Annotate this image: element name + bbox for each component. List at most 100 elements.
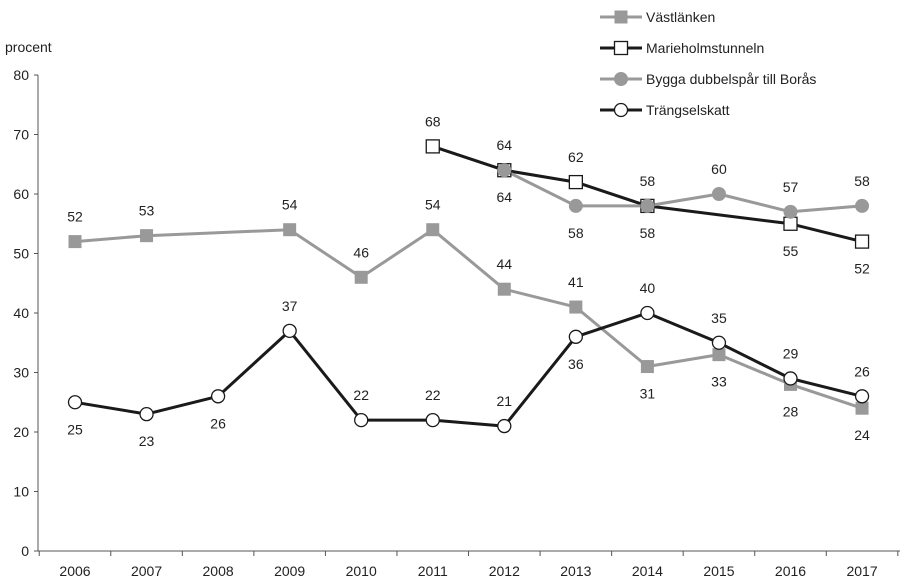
- series-line-bygga-dubbelspår-till-borås: [503, 168, 863, 214]
- y-tick-label: 30: [13, 365, 29, 381]
- x-tick-label: 2017: [846, 563, 877, 579]
- data-label-västlänken: 52: [67, 209, 83, 225]
- data-label-västlänken: 46: [353, 244, 369, 260]
- series-line-västlänken: [74, 228, 863, 410]
- data-point-trängselskatt: [210, 389, 226, 404]
- data-point-trängselskatt: [139, 406, 154, 422]
- data-label-trängselskatt: 36: [568, 356, 584, 372]
- legend-marker: [614, 10, 628, 24]
- data-labels: 52 53 54 46 54 44 41 31 33 28 24 68 64 62 58 55 52 64 58 58…: [67, 113, 870, 449]
- data-label-bygga-dubbelspår-till-borås: 57: [783, 179, 799, 195]
- x-tick-label: 2007: [131, 563, 162, 579]
- data-point-bygga-dubbelspår-till-borås: [568, 198, 583, 213]
- data-label-trängselskatt: 21: [497, 393, 513, 409]
- data-label-trängselskatt: 25: [67, 421, 83, 437]
- data-point-trängselskatt: [783, 371, 798, 386]
- data-label-västlänken: 54: [425, 197, 441, 213]
- legend-marker: [614, 72, 628, 86]
- data-point-trängselskatt: [640, 305, 655, 321]
- x-tick-label: 2010: [346, 563, 377, 579]
- legend: Västlänken Marieholmstunneln Bygga dubbels…: [600, 9, 816, 118]
- legend-marker: [613, 102, 629, 118]
- data-label-bygga-dubbelspår-till-borås: 58: [568, 225, 584, 241]
- data-label-trängselskatt: 22: [353, 387, 369, 403]
- data-label-västlänken: 33: [711, 374, 727, 390]
- data-label-marieholmstunneln: 68: [425, 113, 441, 129]
- data-label-västlänken: 41: [568, 274, 584, 290]
- x-tick-label: 2008: [203, 563, 234, 579]
- data-label-bygga-dubbelspår-till-borås: 64: [497, 189, 513, 205]
- data-point-bygga-dubbelspår-till-borås: [711, 187, 726, 201]
- x-tick-label: 2012: [489, 563, 520, 579]
- data-point-västlänken: [855, 401, 869, 415]
- y-tick-label: 10: [13, 484, 29, 500]
- data-label-trängselskatt: 40: [640, 280, 656, 296]
- x-tick-label: 2006: [59, 563, 90, 579]
- series-layer: [67, 139, 870, 434]
- data-point-västlänken: [712, 348, 726, 362]
- data-label-västlänken: 28: [783, 403, 799, 419]
- y-tick-label: 40: [13, 305, 29, 321]
- y-tick-label: 50: [13, 246, 29, 262]
- data-point-bygga-dubbelspår-till-borås: [497, 163, 512, 178]
- y-tick-label: 60: [13, 186, 29, 202]
- data-label-västlänken: 31: [640, 386, 656, 402]
- data-point-västlänken: [497, 282, 511, 296]
- data-label-marieholmstunneln: 62: [568, 149, 584, 165]
- x-tick-label: 2014: [632, 563, 663, 579]
- data-point-västlänken: [569, 300, 583, 314]
- data-point-trängselskatt: [282, 323, 297, 339]
- data-label-bygga-dubbelspår-till-borås: 58: [854, 173, 870, 189]
- data-point-trängselskatt: [568, 329, 583, 344]
- data-point-trängselskatt: [854, 389, 870, 404]
- data-point-marieholmstunneln: [783, 216, 798, 231]
- data-label-trängselskatt: 26: [210, 415, 226, 431]
- x-tick-label: 2009: [274, 563, 305, 579]
- data-point-västlänken: [140, 229, 154, 243]
- x-tick-label: 2013: [560, 563, 591, 579]
- y-tick-label: 80: [13, 67, 29, 83]
- data-label-trängselskatt: 35: [711, 310, 727, 326]
- data-point-västlänken: [640, 360, 654, 374]
- data-point-trängselskatt: [425, 412, 440, 428]
- data-point-västlänken: [354, 270, 368, 284]
- data-point-marieholmstunneln: [425, 139, 440, 154]
- axes: 0 10 20 30 40 50 60 70 80 2006 2007 2008 2009 2010 201…: [13, 67, 900, 579]
- data-label-marieholmstunneln: 55: [783, 243, 799, 259]
- data-point-trängselskatt: [354, 412, 369, 428]
- data-label-trängselskatt: 29: [783, 345, 799, 361]
- data-point-västlänken: [283, 223, 297, 237]
- data-point-bygga-dubbelspår-till-borås: [855, 198, 870, 213]
- x-tick-label: 2015: [703, 563, 734, 579]
- x-tick-label: 2011: [418, 563, 448, 579]
- legend-label: Trängselskatt: [646, 102, 730, 118]
- data-point-trängselskatt: [67, 395, 83, 410]
- y-axis-unit-label: procent: [5, 39, 52, 55]
- data-point-bygga-dubbelspår-till-borås: [783, 204, 798, 219]
- data-label-västlänken: 44: [497, 256, 513, 272]
- legend-label: Marieholmstunneln: [646, 40, 764, 56]
- x-tick-label: 2016: [775, 563, 806, 579]
- legend-marker: [613, 40, 629, 56]
- data-label-västlänken: 54: [282, 197, 298, 213]
- data-point-marieholmstunneln: [854, 234, 870, 249]
- data-label-bygga-dubbelspår-till-borås: 60: [711, 161, 727, 177]
- data-label-trängselskatt: 26: [854, 363, 870, 379]
- data-label-trängselskatt: 23: [139, 433, 155, 449]
- data-point-trängselskatt: [497, 418, 512, 434]
- legend-label: Västlänken: [646, 9, 715, 25]
- data-point-trängselskatt: [711, 335, 727, 350]
- data-point-västlänken: [68, 235, 82, 249]
- data-label-marieholmstunneln: 52: [854, 261, 870, 277]
- y-tick-label: 0: [21, 543, 29, 559]
- data-label-trängselskatt: 22: [425, 387, 441, 403]
- data-point-marieholmstunneln: [568, 174, 583, 190]
- data-label-marieholmstunneln: 64: [497, 137, 513, 153]
- legend-label: Bygga dubbelspår till Borås: [646, 71, 816, 87]
- data-point-västlänken: [426, 223, 440, 237]
- data-label-västlänken: 53: [139, 203, 155, 219]
- data-point-bygga-dubbelspår-till-borås: [640, 198, 655, 213]
- y-tick-label: 70: [13, 127, 29, 143]
